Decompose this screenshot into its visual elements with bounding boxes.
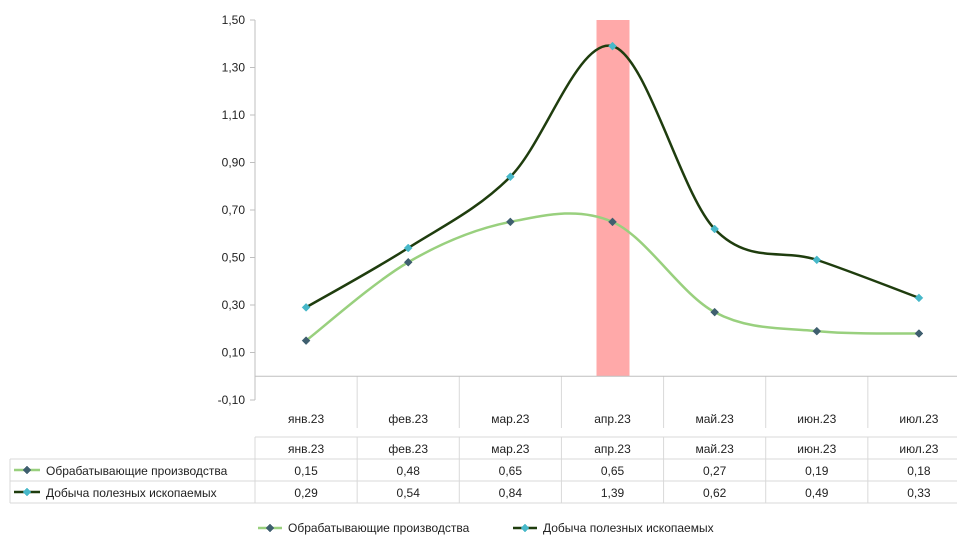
table-header-cell: июн.23 bbox=[797, 442, 836, 456]
series-1-point bbox=[506, 217, 515, 227]
series-1-point bbox=[914, 329, 924, 338]
y-tick-label: -0,10 bbox=[218, 393, 246, 407]
table-value-cell: 0,27 bbox=[703, 464, 727, 478]
table-legend-key-marker bbox=[22, 465, 32, 475]
legend-key-marker bbox=[265, 523, 275, 533]
series-2-point bbox=[506, 172, 515, 182]
series-2-point bbox=[812, 255, 822, 265]
table-series-name: Обрабатывающие производства bbox=[46, 464, 228, 478]
data-table: янв.23 фев.23 мар.23 апр.23 май.23 июн.23 июл.… bbox=[9, 436, 957, 504]
series-2-point bbox=[608, 41, 617, 51]
highlight-band-layer bbox=[596, 20, 630, 377]
series-1-point bbox=[710, 307, 719, 317]
table-series-name: Добыча полезных ископаемых bbox=[46, 486, 217, 500]
table-value-cell: 0,48 bbox=[397, 464, 421, 478]
x-tick-label: май.23 bbox=[695, 412, 734, 426]
table-value-cell: 0,19 bbox=[805, 464, 829, 478]
axis-layer: 1,50 1,30 1,10 0,90 0,70 0,50 0,30 0,10 -0,10 янв… bbox=[218, 13, 957, 426]
highlight-band bbox=[596, 20, 630, 377]
y-tick-label: 1,10 bbox=[222, 108, 246, 122]
x-tick-label: мар.23 bbox=[491, 412, 530, 426]
table-value-cell: 0,65 bbox=[499, 464, 523, 478]
table-header-cell: фев.23 bbox=[388, 442, 428, 456]
grid-layer bbox=[356, 376, 869, 428]
table-header-cell: янв.23 bbox=[288, 442, 325, 456]
table-value-cell: 0,62 bbox=[703, 486, 727, 500]
y-tick-label: 0,50 bbox=[222, 251, 246, 265]
table-value-cell: 0,15 bbox=[294, 464, 318, 478]
table-legend-key-marker bbox=[22, 487, 32, 497]
series-1-point bbox=[301, 336, 311, 345]
table-header-cell: май.23 bbox=[695, 442, 734, 456]
legend-label: Добыча полезных ископаемых bbox=[543, 521, 714, 535]
table-value-cell: 0,84 bbox=[499, 486, 523, 500]
x-tick-label: июл.23 bbox=[899, 412, 938, 426]
series-1-point bbox=[403, 257, 413, 267]
legend: Обрабатывающие производства Добыча полезн… bbox=[258, 521, 714, 535]
y-tick-label: 0,30 bbox=[222, 298, 246, 312]
y-tick-label: 1,50 bbox=[222, 13, 246, 27]
series-1-point bbox=[608, 217, 617, 227]
legend-key-marker bbox=[520, 523, 530, 533]
series-layer bbox=[301, 41, 924, 345]
table-value-cell: 0,54 bbox=[397, 486, 421, 500]
series-2-point bbox=[914, 293, 924, 303]
y-tick-label: 1,30 bbox=[222, 61, 246, 75]
y-tick-label: 0,10 bbox=[222, 346, 246, 360]
x-tick-label: фев.23 bbox=[388, 412, 428, 426]
x-tick-label: янв.23 bbox=[288, 412, 325, 426]
table-value-cell: 0,33 bbox=[907, 486, 931, 500]
table-value-cell: 0,18 bbox=[907, 464, 931, 478]
series-1-point bbox=[812, 326, 822, 336]
legend-label: Обрабатывающие производства bbox=[288, 521, 470, 535]
y-tick-label: 0,70 bbox=[222, 203, 246, 217]
table-header-cell: мар.23 bbox=[491, 442, 530, 456]
x-tick-label: июн.23 bbox=[797, 412, 836, 426]
table-value-cell: 0,29 bbox=[294, 486, 318, 500]
table-header-cell: июл.23 bbox=[899, 442, 938, 456]
series-2-point bbox=[403, 243, 413, 253]
table-value-cell: 0,49 bbox=[805, 486, 829, 500]
series-2-point bbox=[301, 303, 311, 312]
x-tick-label: апр.23 bbox=[594, 412, 631, 426]
series-2-point bbox=[710, 224, 719, 234]
table-value-cell: 0,65 bbox=[601, 464, 625, 478]
table-header-cell: апр.23 bbox=[594, 442, 631, 456]
table-value-cell: 1,39 bbox=[601, 486, 625, 500]
y-tick-label: 0,90 bbox=[222, 156, 246, 170]
